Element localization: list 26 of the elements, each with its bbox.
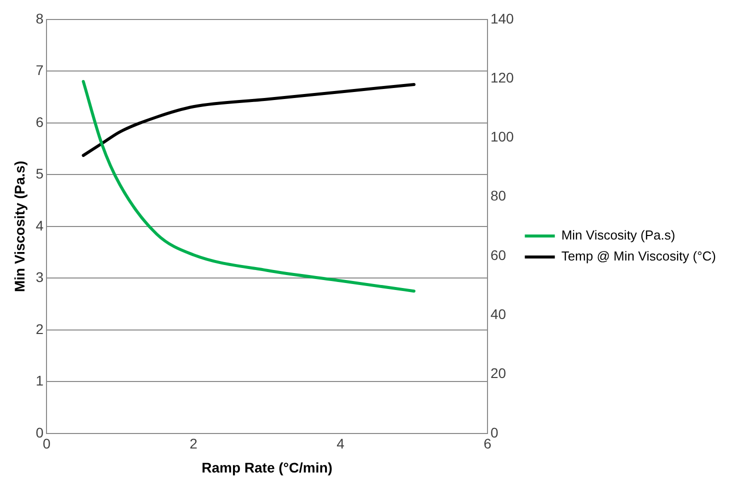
y2-tick-label: 60	[490, 246, 506, 263]
y2-tick-label: 140	[490, 10, 514, 26]
y2-tick-label: 0	[490, 424, 498, 440]
y-tick-label: 8	[36, 10, 44, 26]
y2-tick-label: 20	[490, 365, 506, 382]
y-tick-label: 0	[36, 424, 44, 440]
legend-label: Min Viscosity (Pa.s)	[561, 228, 676, 243]
legend-label: Temp @ Min Viscosity (°C)	[561, 248, 716, 264]
y2-tick-label: 100	[490, 128, 514, 145]
y-tick-label: 2	[36, 320, 44, 337]
y-tick-label: 5	[36, 166, 44, 182]
y-tick-label: 7	[36, 62, 44, 78]
line-series	[82, 82, 416, 157]
y2-tick-label: 40	[490, 306, 506, 322]
y-tick-label: 3	[36, 269, 44, 286]
y-tick-label: 6	[36, 114, 44, 130]
line-series	[82, 80, 416, 293]
x-axis-title: Ramp Rate (°C/min)	[202, 459, 332, 476]
x-tick-label: 4	[336, 436, 345, 452]
x-tick-label: 2	[190, 436, 198, 452]
y-tick-label: 1	[36, 372, 44, 389]
y2-tick-label: 80	[490, 188, 506, 204]
y-tick-label: 4	[36, 217, 44, 234]
y2-tick-label: 120	[490, 69, 514, 86]
x-tick-label: 6	[484, 436, 492, 452]
y-axis-title: Min Viscosity (Pa.s)	[11, 160, 28, 292]
